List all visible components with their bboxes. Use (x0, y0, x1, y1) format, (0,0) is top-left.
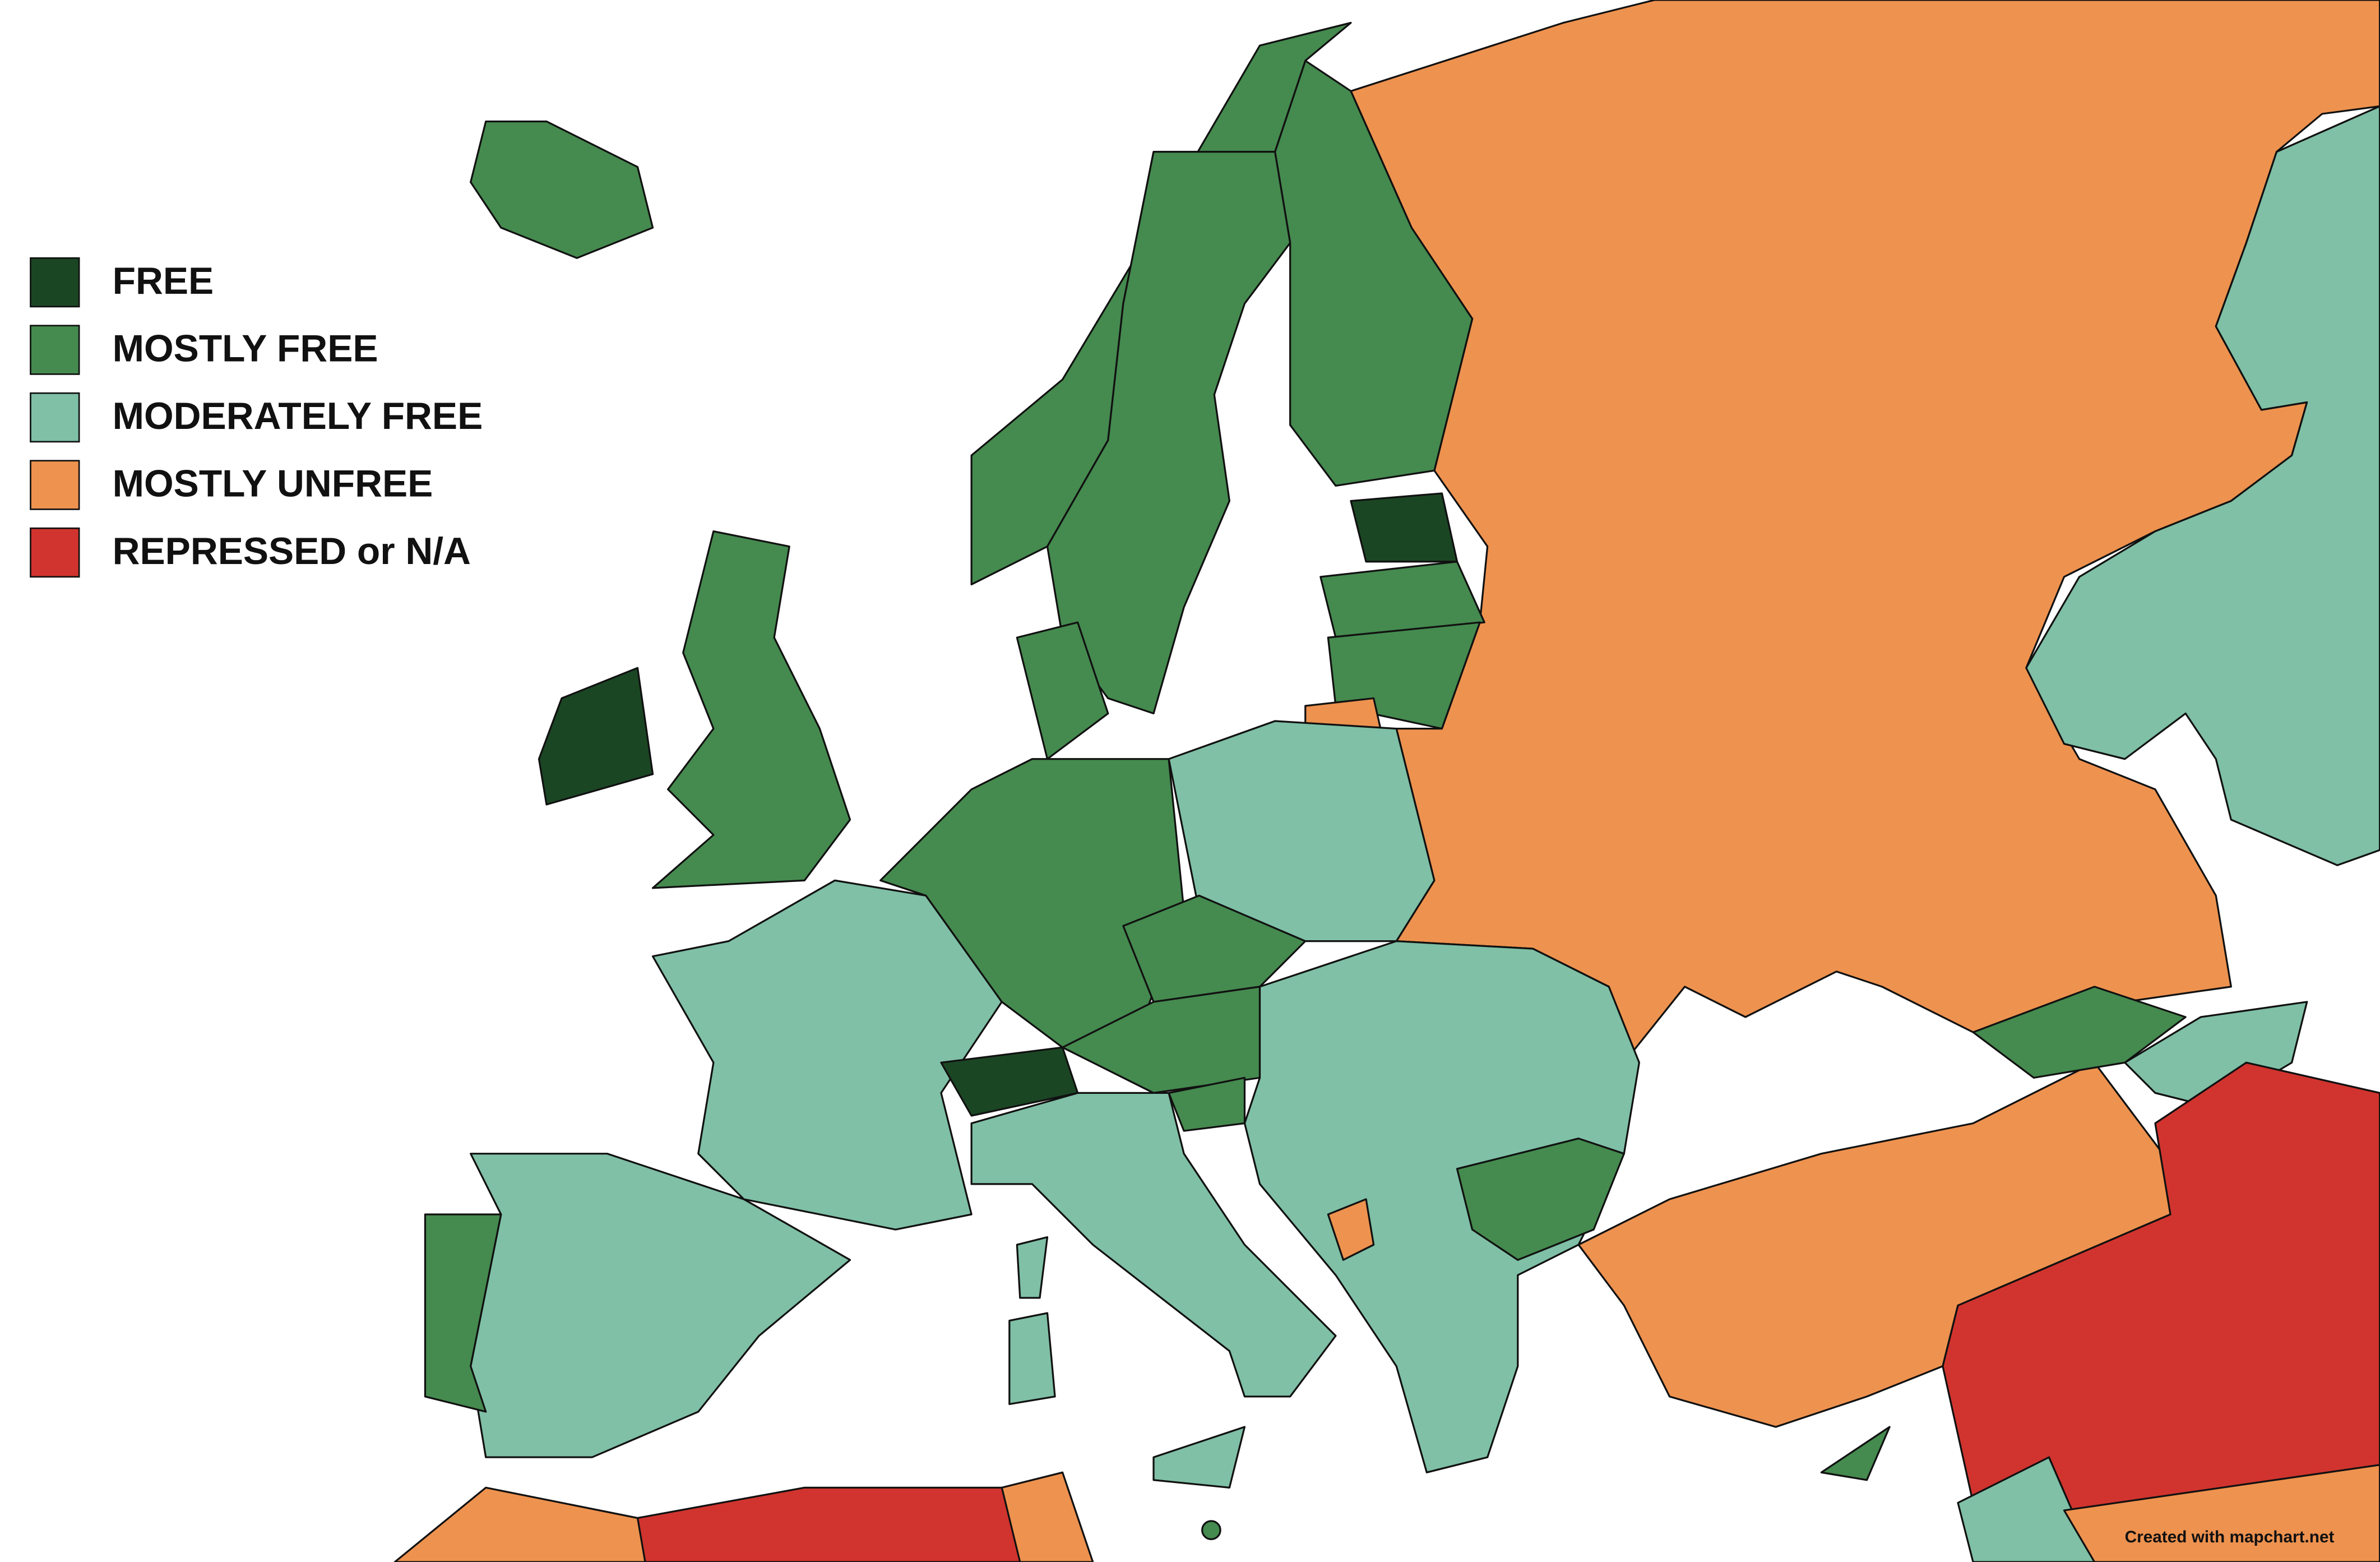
latvia (1319, 561, 1485, 639)
united-kingdom (651, 530, 851, 889)
sweden (1046, 151, 1291, 715)
central-balkans (1243, 940, 1641, 1473)
estonia (1350, 492, 1458, 563)
corsica (1016, 1236, 1049, 1299)
denmark (1016, 621, 1109, 760)
legend-label: MOSTLY FREE (113, 328, 378, 370)
tunisia (1001, 1471, 1094, 1562)
georgia (1972, 986, 2187, 1079)
credit: Created with mapchart.net (2125, 1528, 2335, 1546)
france (651, 879, 1003, 1231)
legend-swatch (30, 392, 80, 443)
sardinia (1008, 1312, 1056, 1406)
legend-label: FREE (113, 260, 214, 302)
jordan (1957, 1456, 2096, 1562)
countries (393, 0, 2380, 1562)
malta (1201, 1520, 1221, 1541)
czechia (1122, 894, 1307, 1003)
legend-label: MOSTLY UNFREE (113, 463, 433, 505)
portugal (424, 1213, 502, 1413)
montenegro (1327, 1198, 1375, 1261)
legend-label: REPRESSED or N/A (113, 530, 471, 572)
legend-swatch (30, 257, 80, 308)
cyprus (1820, 1426, 1891, 1481)
caucasus (2124, 1001, 2308, 1110)
iceland (470, 120, 654, 259)
ireland (538, 667, 654, 806)
legend-swatch (30, 325, 80, 375)
bulgaria (1456, 1137, 1625, 1261)
kazakhstan (2025, 105, 2380, 866)
italy (970, 1092, 1337, 1398)
legend: FREE MOSTLY FREE MODERATELY FREE MOSTLY UNF… (30, 257, 483, 578)
legend-swatch (30, 460, 80, 510)
saudi-arabia (2063, 1464, 2380, 1562)
legend-swatch (30, 527, 80, 578)
legend-label: MODERATELY FREE (113, 395, 483, 437)
sicily (1152, 1426, 1246, 1489)
